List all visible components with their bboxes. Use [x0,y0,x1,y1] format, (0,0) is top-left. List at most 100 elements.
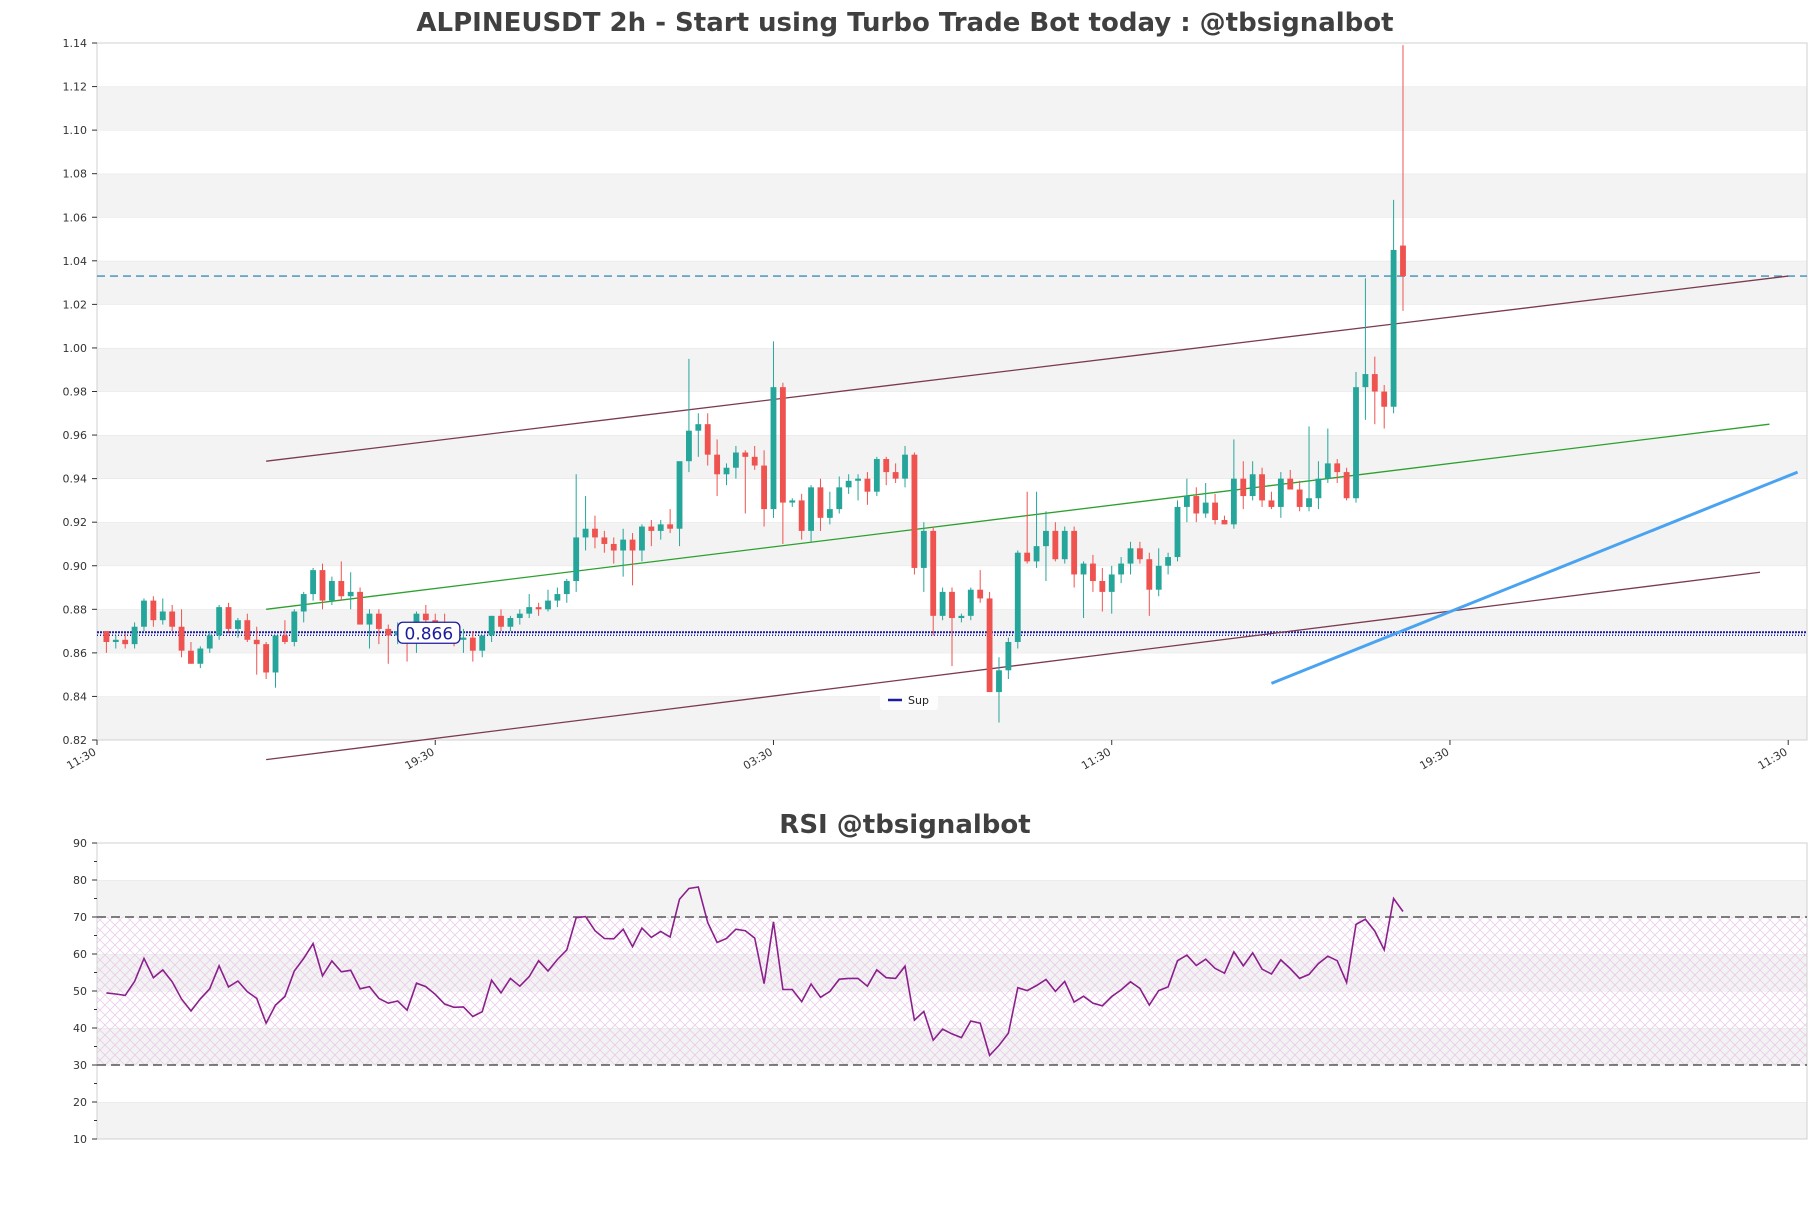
candle-up [328,576,335,605]
candle-body [582,528,589,538]
candle-body [469,637,476,651]
price-ytick-label: 0.92 [63,516,88,529]
price-band [97,696,1807,740]
candle-body [319,570,326,601]
candle-up [300,591,307,623]
candle-body [1362,374,1369,388]
candle-body [375,613,382,629]
rsi-background-bands [97,842,1807,1139]
candle-down [1268,491,1275,510]
rsi-ytick-label: 90 [73,837,87,850]
rsi-ytick-label: 40 [73,1022,87,1035]
price-xtick-label: 19:30 [403,745,437,772]
candle-up [554,587,561,608]
rsi-ytick-label: 60 [73,948,87,961]
price-x-axis: 11:30 19:30 03:30 11:30 19:30 11:30 [65,740,1790,772]
candle-body [714,454,721,475]
candle-up [1127,541,1134,575]
rsi-ytick-label: 70 [73,911,87,924]
candle-up [723,463,730,486]
candle-up [235,618,241,638]
candle-up [1249,461,1256,501]
candle-body [1080,563,1087,575]
candle-up [216,604,223,640]
candle-body [328,580,335,601]
candle-up [920,522,927,592]
price-band [97,304,1807,348]
candle-up [460,628,467,653]
price-xtick-label: 11:30 [1079,745,1113,772]
rsi-ytick-label: 50 [73,985,87,998]
candle-up [958,613,965,623]
price-band [97,173,1807,218]
price-ytick-label: 1.14 [63,37,88,50]
candle-body [112,639,119,642]
candle-up [1315,461,1322,510]
candle-up [1061,526,1068,564]
candle-body [150,600,157,621]
price-ytick-label: 1.06 [63,211,88,224]
candle-body [1165,557,1172,566]
candle-down [498,609,504,632]
candle-up [507,615,514,632]
candle-body [1024,552,1031,562]
candle-down [779,382,786,544]
candle-down [629,533,636,586]
candle-down [911,452,918,575]
candle-body [291,611,298,642]
candle-body [1033,546,1040,562]
candle-body [422,613,429,621]
candle-body [761,465,768,510]
candle-body [310,570,317,595]
candle-body [300,594,307,612]
candle-body [1390,249,1397,407]
candle-down [1343,467,1350,501]
candle-body [845,480,852,488]
candle-down [469,631,476,662]
candle-body [357,591,363,625]
candle-body [1090,563,1096,581]
candle-up [479,635,486,658]
candle-up [620,528,627,577]
candle-body [1240,478,1247,497]
rsi-band [97,880,1807,917]
candle-body [892,472,899,479]
candle-down [281,620,288,645]
candle-body [704,424,711,455]
candle-up [695,413,702,457]
candle-body [1043,530,1049,547]
price-band [97,217,1807,261]
candle-body [206,635,213,649]
candle-up [131,622,138,649]
candle-up [902,445,908,488]
candle-up [1080,561,1087,619]
candle-down [1287,469,1294,490]
candle-body [1230,478,1237,525]
price-ytick-label: 0.82 [63,734,88,747]
price-band [97,478,1807,523]
candle-down [714,439,721,497]
candle-body [1061,530,1068,560]
candle-body [1146,559,1153,590]
candle-up [967,587,974,621]
price-ytick-label: 1.04 [63,255,88,268]
candle-body [1155,565,1162,590]
candle-body [498,615,504,627]
candle-down [930,526,937,636]
lower-channel-line [266,571,1761,761]
candle-body [1343,472,1350,499]
candle-body [1287,478,1294,490]
candle-body [657,524,664,531]
price-ytick-label: 0.94 [63,473,88,486]
candle-body [1315,478,1322,499]
candle-body [1099,580,1106,592]
trend-lines [266,275,1799,761]
candle-body [178,626,185,651]
candle-up [291,609,298,647]
candle-down [1371,356,1378,425]
candle-down [1071,526,1078,588]
candle-down [1381,384,1388,429]
rising-support-line [1270,470,1799,685]
candle-up [1033,491,1040,568]
rsi-ytick-label: 10 [73,1133,87,1146]
